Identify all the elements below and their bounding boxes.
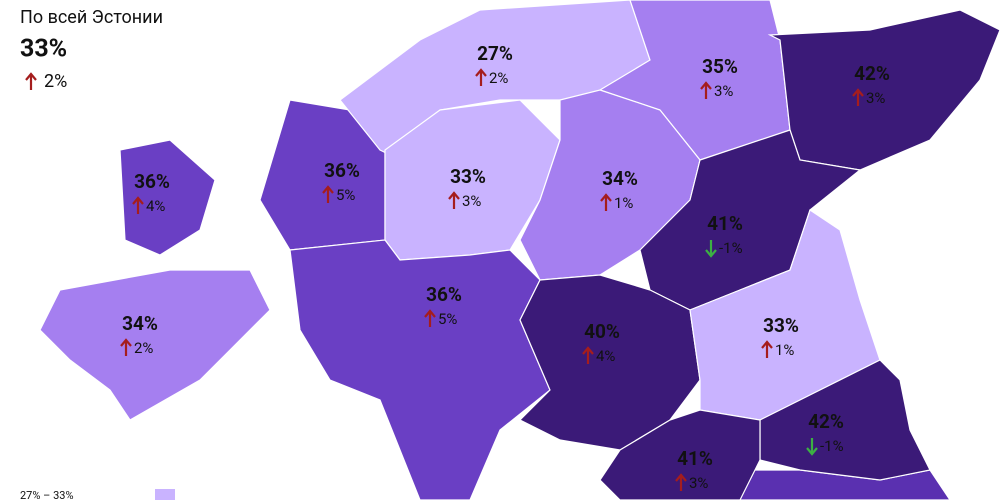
region-change: 2% [489, 69, 508, 87]
region-change: 2% [134, 339, 153, 357]
region-value: 27% [477, 42, 513, 65]
region-change: 4% [146, 197, 165, 215]
region-change: 5% [438, 310, 457, 328]
summary-title: По всей Эстонии [20, 7, 163, 28]
trend-arrow [322, 185, 334, 203]
region-change: 3% [714, 82, 733, 100]
trend-arrow [424, 309, 436, 327]
trend-arrow [120, 338, 132, 356]
summary-change: 2% [44, 71, 67, 92]
region-change: -1% [719, 239, 743, 257]
region-value: 41% [677, 447, 713, 470]
region-value: 40% [584, 320, 620, 343]
region-value: 35% [702, 55, 738, 78]
region [767, 9, 1000, 171]
trend-arrow [806, 438, 818, 456]
region-change: 1% [775, 341, 794, 359]
trend-arrow [582, 346, 594, 364]
region [119, 139, 216, 256]
trend-arrow [705, 240, 717, 258]
region-value: 34% [122, 312, 158, 335]
region-change: 3% [462, 192, 481, 210]
region-value: 33% [450, 165, 486, 188]
regions [39, 0, 1000, 500]
trend-arrow [600, 193, 612, 211]
trend-arrow [761, 340, 773, 358]
region-value: 34% [602, 167, 638, 190]
region-change: -1% [820, 437, 844, 455]
trend-arrow [675, 473, 687, 491]
region [519, 89, 701, 281]
region-change: 3% [689, 474, 708, 492]
region [599, 409, 761, 500]
region [39, 269, 271, 421]
legend-label: 27% – 33% [20, 489, 74, 500]
region-value: 41% [707, 212, 743, 235]
region-value: 36% [324, 159, 360, 182]
region-value: 36% [426, 283, 462, 306]
region-value: 42% [854, 62, 890, 85]
trend-arrow [448, 191, 460, 209]
region-value: 36% [134, 170, 170, 193]
region-change: 3% [866, 89, 885, 107]
region [289, 239, 551, 500]
region-value: 33% [763, 314, 799, 337]
trend-arrow [132, 196, 144, 214]
region [759, 359, 931, 481]
region-change: 4% [596, 347, 615, 365]
legend-swatch [155, 489, 175, 500]
trend-arrow [852, 88, 864, 106]
region-change: 1% [614, 194, 633, 212]
trend-arrow [25, 72, 37, 90]
region-value: 42% [808, 410, 844, 433]
region-change: 5% [336, 186, 355, 204]
trend-arrow [475, 68, 487, 86]
trend-arrow [700, 81, 712, 99]
summary-value: 33% [20, 35, 67, 64]
